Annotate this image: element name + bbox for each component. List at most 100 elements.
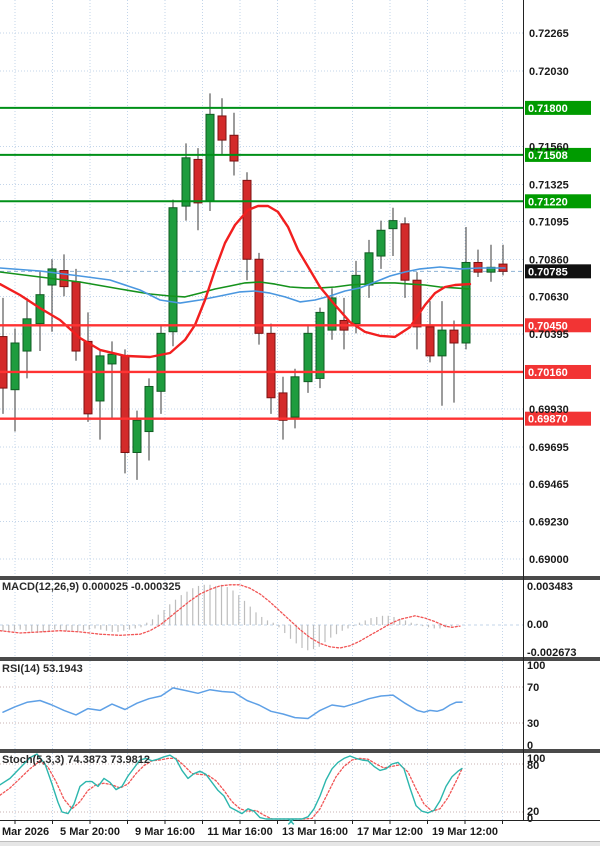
bull-candle xyxy=(156,332,166,392)
ma-blue-line xyxy=(0,266,506,304)
current-price-badge: 0.70785 xyxy=(525,264,591,279)
svg-text:80: 80 xyxy=(527,760,539,772)
bull-candle xyxy=(364,252,374,286)
bull-candle xyxy=(10,342,20,391)
bull-candle xyxy=(351,274,361,325)
svg-text:0.71508: 0.71508 xyxy=(528,150,568,162)
svg-text:0.70860: 0.70860 xyxy=(529,254,569,266)
bull-candle xyxy=(205,113,215,202)
trade-marker-x: × xyxy=(287,814,295,829)
support-lines: 0.70450 0.70160 0.69870 xyxy=(0,318,591,426)
rsi-indicator-label: RSI(14) 53.1943 xyxy=(2,663,83,675)
bull-candle xyxy=(168,207,178,333)
price-level-badge xyxy=(525,411,591,426)
bear-candle xyxy=(71,281,81,352)
price-level-badge xyxy=(525,318,591,333)
bull-candle xyxy=(461,261,471,344)
svg-text:0.70450: 0.70450 xyxy=(528,320,568,332)
price-level-badge xyxy=(525,264,591,279)
svg-text:0.70630: 0.70630 xyxy=(529,291,569,303)
bull-candle xyxy=(181,157,191,207)
svg-text:0.72030: 0.72030 xyxy=(529,66,569,78)
svg-text:0.71220: 0.71220 xyxy=(528,196,568,208)
svg-text:0.69870: 0.69870 xyxy=(528,414,568,426)
bull-candle xyxy=(376,229,386,257)
price-axis-labels: 0.72265 0.72030 0.71560 0.71325 0.71095 0.708… xyxy=(529,28,569,566)
svg-text:0.69465: 0.69465 xyxy=(529,479,569,491)
bear-candle xyxy=(266,332,276,399)
stoch-indicator-label: Stoch(5,3,3) 74.3873 73.9812 xyxy=(2,754,150,766)
bull-candle xyxy=(144,385,154,433)
date-label: 13 Mar 16:00 xyxy=(282,826,348,838)
svg-text:0.72265: 0.72265 xyxy=(529,28,569,40)
bull-candle xyxy=(290,376,300,418)
svg-text:0.71095: 0.71095 xyxy=(529,216,569,228)
date-label: 9 Mar 16:00 xyxy=(135,826,195,838)
date-label: 19 Mar 12:00 xyxy=(432,826,498,838)
date-label: Mar 2026 xyxy=(2,826,49,838)
price-level-badge xyxy=(525,100,591,115)
svg-text:0.71325: 0.71325 xyxy=(529,179,569,191)
x-axis-labels: Mar 2026 5 Mar 20:00 9 Mar 16:00 11 Mar 16:… xyxy=(2,820,503,838)
grid-layer xyxy=(0,0,523,820)
svg-text:30: 30 xyxy=(527,718,539,730)
bear-candle xyxy=(217,115,227,141)
svg-text:70: 70 xyxy=(527,682,539,694)
svg-text:×: × xyxy=(287,814,295,829)
window-bottom-strip xyxy=(0,841,600,846)
svg-text:0: 0 xyxy=(527,740,533,752)
svg-text:0.70785: 0.70785 xyxy=(528,266,568,278)
date-label: 17 Mar 12:00 xyxy=(357,826,423,838)
bear-candle xyxy=(449,329,459,344)
ma-red-line xyxy=(0,204,472,359)
date-label: 11 Mar 16:00 xyxy=(207,826,272,838)
svg-text:0.71800: 0.71800 xyxy=(528,103,568,115)
svg-text:100: 100 xyxy=(527,660,545,672)
date-label: 5 Mar 20:00 xyxy=(60,826,120,838)
bull-candle xyxy=(303,332,313,383)
bear-candle xyxy=(83,340,93,415)
bear-candle xyxy=(193,158,203,204)
bear-candle xyxy=(229,134,239,162)
bear-candle xyxy=(425,326,435,357)
svg-text:0.003483: 0.003483 xyxy=(527,581,573,593)
svg-text:0.69230: 0.69230 xyxy=(529,517,569,529)
bull-candle xyxy=(437,329,447,357)
bull-candle xyxy=(388,220,398,230)
svg-text:0.71560: 0.71560 xyxy=(529,142,569,154)
price-level-badge xyxy=(525,364,591,379)
rsi-layer: 100 70 30 0 xyxy=(2,660,545,752)
svg-text:0: 0 xyxy=(527,813,533,825)
bull-candle xyxy=(22,318,32,352)
svg-text:100: 100 xyxy=(527,753,545,765)
panel-separators xyxy=(0,0,600,821)
svg-text:0.69695: 0.69695 xyxy=(529,442,569,454)
bull-candle xyxy=(95,355,105,402)
bear-candle xyxy=(400,223,410,281)
bull-candle xyxy=(315,311,325,379)
macd-layer: 0.003483 0.00 -0.002673 xyxy=(0,581,577,659)
svg-text:20: 20 xyxy=(527,806,539,818)
price-level-badge xyxy=(525,194,591,209)
bull-candle xyxy=(47,268,57,286)
candles-layer xyxy=(0,93,508,480)
bear-candle xyxy=(254,258,264,334)
resistance-lines: 0.71800 0.71508 0.71220 xyxy=(0,100,591,209)
price-level-badge xyxy=(525,147,591,162)
bear-candle xyxy=(59,270,69,288)
svg-text:0.69000: 0.69000 xyxy=(529,554,569,566)
bear-candle xyxy=(278,392,288,421)
bull-candle xyxy=(107,353,117,365)
bear-candle xyxy=(242,179,252,260)
svg-text:0.70395: 0.70395 xyxy=(529,329,569,341)
bear-candle xyxy=(0,336,8,389)
bear-candle xyxy=(120,355,130,453)
svg-text:0.69930: 0.69930 xyxy=(529,404,569,416)
svg-text:0.70160: 0.70160 xyxy=(528,367,568,379)
bear-candle xyxy=(412,279,422,328)
macd-indicator-label: MACD(12,26,9) 0.000025 -0.000325 xyxy=(2,581,181,593)
svg-text:-0.002673: -0.002673 xyxy=(527,647,577,659)
